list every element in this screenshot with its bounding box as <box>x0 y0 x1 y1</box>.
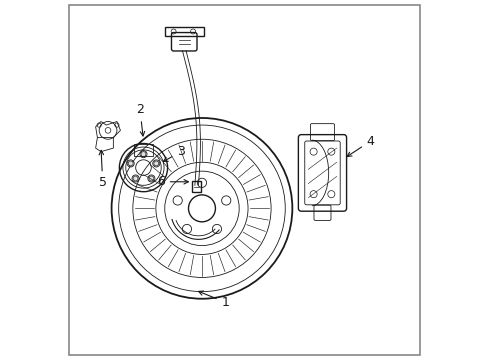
Bar <box>164 27 203 36</box>
Text: 1: 1 <box>198 291 229 309</box>
Bar <box>133 144 153 156</box>
Text: 3: 3 <box>163 145 184 162</box>
Text: 5: 5 <box>99 150 106 189</box>
Text: 6: 6 <box>157 175 188 188</box>
Circle shape <box>149 176 154 181</box>
Bar <box>192 181 201 192</box>
Circle shape <box>128 161 133 166</box>
Circle shape <box>133 176 138 181</box>
Circle shape <box>154 161 159 166</box>
Circle shape <box>141 152 145 157</box>
Text: 4: 4 <box>346 135 374 157</box>
Text: 2: 2 <box>136 103 144 136</box>
